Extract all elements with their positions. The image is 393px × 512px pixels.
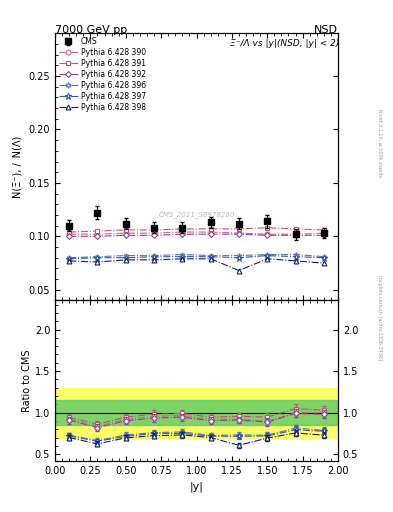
Pythia 6.428 390 [321,230,326,236]
Line: Pythia 6.428 397: Pythia 6.428 397 [66,252,327,262]
Line: Pythia 6.428 391: Pythia 6.428 391 [67,225,326,234]
Pythia 6.428 398 [180,255,185,262]
Pythia 6.428 396 [321,253,326,260]
Pythia 6.428 397 [208,253,213,260]
Pythia 6.428 392 [95,233,100,240]
Pythia 6.428 398 [321,260,326,266]
Line: Pythia 6.428 398: Pythia 6.428 398 [67,257,326,273]
X-axis label: |y|: |y| [189,481,204,492]
Pythia 6.428 398 [265,255,270,262]
Pythia 6.428 392 [123,232,128,239]
Pythia 6.428 398 [123,257,128,263]
Text: CMS_2011_S8978280: CMS_2011_S8978280 [158,211,235,218]
Pythia 6.428 390 [293,231,298,237]
Pythia 6.428 397 [152,253,156,260]
Pythia 6.428 390 [208,229,213,235]
Pythia 6.428 390 [95,231,100,237]
Pythia 6.428 391 [152,227,156,233]
Pythia 6.428 396 [123,252,128,259]
Bar [55,400,338,425]
Pythia 6.428 392 [293,232,298,239]
Pythia 6.428 390 [265,231,270,237]
Pythia 6.428 397 [265,252,270,259]
Text: mcplots.cern.ch [arXiv:1306.3436]: mcplots.cern.ch [arXiv:1306.3436] [377,275,382,360]
Pythia 6.428 398 [152,257,156,263]
Bar [55,388,338,438]
Pythia 6.428 397 [95,254,100,261]
Pythia 6.428 391 [321,227,326,233]
Pythia 6.428 398 [237,267,241,273]
Line: Pythia 6.428 390: Pythia 6.428 390 [67,230,326,237]
Pythia 6.428 390 [67,231,72,237]
Text: 7000 GeV pp: 7000 GeV pp [55,25,127,35]
Pythia 6.428 390 [152,230,156,236]
Pythia 6.428 396 [180,251,185,258]
Pythia 6.428 391 [208,226,213,232]
Pythia 6.428 397 [237,254,241,261]
Pythia 6.428 392 [265,232,270,239]
Y-axis label: Ratio to CMS: Ratio to CMS [22,349,32,412]
Line: Pythia 6.428 392: Pythia 6.428 392 [67,232,326,239]
Pythia 6.428 396 [208,252,213,259]
Pythia 6.428 391 [265,225,270,231]
Pythia 6.428 391 [237,226,241,232]
Pythia 6.428 396 [237,252,241,259]
Pythia 6.428 392 [180,231,185,237]
Pythia 6.428 390 [237,230,241,236]
Pythia 6.428 391 [180,226,185,232]
Pythia 6.428 398 [95,259,100,265]
Pythia 6.428 398 [293,258,298,264]
Pythia 6.428 398 [208,255,213,262]
Pythia 6.428 390 [180,229,185,235]
Text: Rivet 3.1.10, ≥ 100k events: Rivet 3.1.10, ≥ 100k events [377,109,382,178]
Pythia 6.428 396 [67,254,72,261]
Y-axis label: N(Ξ⁻), / N(Λ): N(Ξ⁻), / N(Λ) [13,136,23,198]
Pythia 6.428 397 [293,253,298,260]
Text: Ξ⁻/Λ vs |y|(NSD, |y| < 2): Ξ⁻/Λ vs |y|(NSD, |y| < 2) [230,38,340,48]
Pythia 6.428 391 [95,228,100,234]
Pythia 6.428 391 [67,229,72,235]
Legend: CMS, Pythia 6.428 390, Pythia 6.428 391, Pythia 6.428 392, Pythia 6.428 396, Pyt: CMS, Pythia 6.428 390, Pythia 6.428 391,… [57,35,148,113]
Pythia 6.428 390 [123,230,128,236]
Pythia 6.428 392 [67,233,72,240]
Pythia 6.428 396 [95,253,100,260]
Line: Pythia 6.428 396: Pythia 6.428 396 [66,252,327,261]
Pythia 6.428 397 [180,253,185,260]
Pythia 6.428 391 [293,226,298,232]
Pythia 6.428 396 [293,251,298,258]
Pythia 6.428 397 [321,254,326,261]
Pythia 6.428 392 [208,231,213,237]
Pythia 6.428 397 [67,255,72,262]
Pythia 6.428 396 [265,251,270,258]
Text: NSD: NSD [314,25,338,35]
Pythia 6.428 391 [123,227,128,233]
Pythia 6.428 398 [67,258,72,264]
Pythia 6.428 392 [237,231,241,237]
Pythia 6.428 392 [152,232,156,239]
Pythia 6.428 396 [152,252,156,259]
Pythia 6.428 397 [123,254,128,261]
Pythia 6.428 392 [321,232,326,239]
